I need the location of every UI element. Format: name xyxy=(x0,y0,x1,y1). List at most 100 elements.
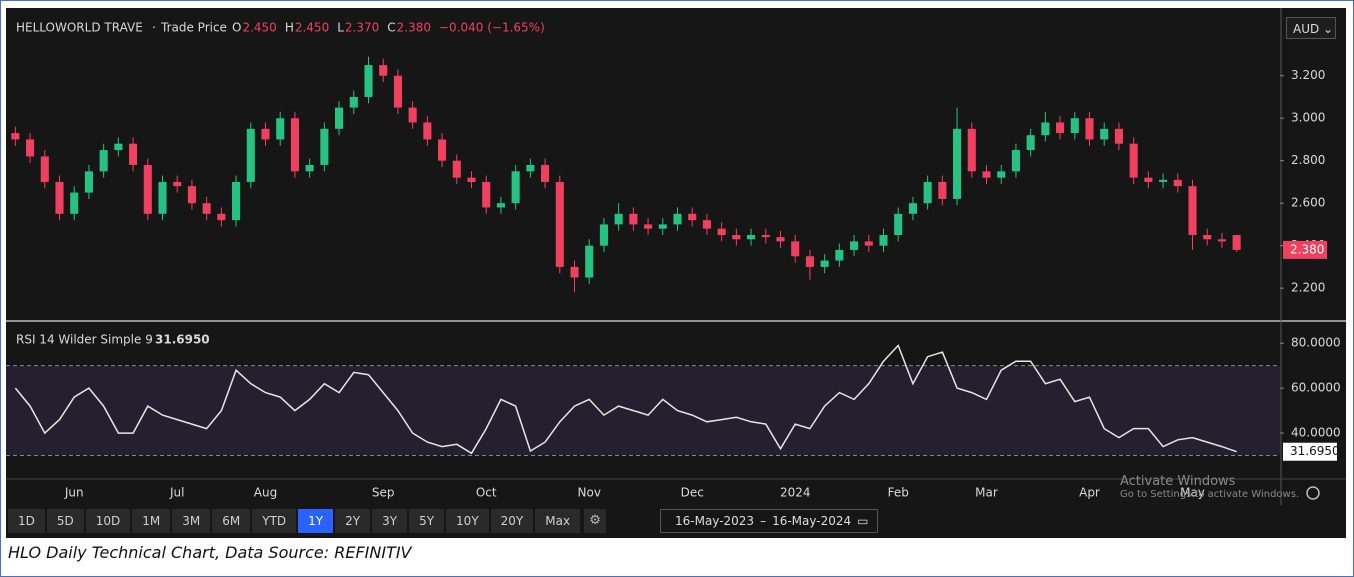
last-price-tag xyxy=(1283,240,1327,259)
period-button[interactable]: 1M xyxy=(132,509,171,533)
candle-body xyxy=(967,128,976,172)
candle-body xyxy=(820,260,829,267)
candle-body xyxy=(158,181,167,214)
candle-body xyxy=(187,186,196,204)
ohlc-value: 2.450 xyxy=(295,21,329,35)
period-button[interactable]: YTD xyxy=(252,509,297,533)
candle-body xyxy=(452,160,461,178)
rsi-tag-label: 31.6950 xyxy=(1290,444,1340,458)
candle-body xyxy=(114,143,123,151)
period-button[interactable]: 1D xyxy=(8,509,45,533)
period-button[interactable]: 1Y xyxy=(298,509,334,533)
x-tick-label: Oct xyxy=(476,486,497,500)
settings-button[interactable]: ⚙ xyxy=(584,509,607,533)
period-button[interactable]: 6M xyxy=(212,509,251,533)
candle-body xyxy=(938,181,947,199)
candle-body xyxy=(776,237,785,242)
candle-body xyxy=(364,65,373,97)
candle-body xyxy=(673,213,682,225)
candle-body xyxy=(908,203,917,214)
candle-body xyxy=(129,143,138,165)
period-button[interactable]: Max xyxy=(535,509,581,533)
candle-body xyxy=(1114,128,1123,144)
y-tick-label: 80.0000 xyxy=(1291,336,1341,350)
candle-body xyxy=(1173,179,1182,187)
candle-body xyxy=(467,177,476,182)
candle-body xyxy=(953,128,962,199)
x-tick-label: Feb xyxy=(888,486,909,500)
candle-body xyxy=(850,241,859,250)
x-tick-label: 2024 xyxy=(780,486,811,500)
ohlc-key: O xyxy=(232,21,241,35)
candle-body xyxy=(496,203,505,208)
period-button[interactable]: 2Y xyxy=(335,509,371,533)
candle-body xyxy=(482,181,491,208)
candle-body xyxy=(791,241,800,257)
candle-body xyxy=(232,181,241,221)
candle-body xyxy=(246,128,255,182)
candle-body xyxy=(26,139,35,157)
candle-body xyxy=(1100,128,1109,140)
period-button[interactable]: 10Y xyxy=(446,509,489,533)
candle-body xyxy=(143,164,152,214)
candle-body xyxy=(805,256,814,267)
candle-body xyxy=(202,203,211,214)
candle-body xyxy=(1026,135,1035,151)
candle-body xyxy=(70,192,79,214)
candle-body xyxy=(1085,118,1094,140)
period-button[interactable]: 5D xyxy=(46,509,84,533)
x-tick-label: Aug xyxy=(254,486,277,500)
period-button[interactable]: 3M xyxy=(172,509,211,533)
candle-body xyxy=(599,224,608,246)
ohlc-value: 2.380 xyxy=(397,21,431,35)
period-button[interactable]: 3Y xyxy=(372,509,408,533)
ohlc-key: H xyxy=(285,21,294,35)
candle-body xyxy=(761,235,770,238)
ohlc-key: C xyxy=(387,21,395,35)
candle-body xyxy=(84,171,93,193)
candle-body xyxy=(11,133,20,140)
candle-body xyxy=(276,118,285,140)
period-button[interactable]: 5Y xyxy=(409,509,445,533)
x-tick-label: Nov xyxy=(578,486,601,500)
candle-body xyxy=(923,181,932,204)
candle-body xyxy=(644,224,653,229)
x-tick-label: Jul xyxy=(169,486,184,500)
watermark: Activate Windows Go to Settings to activ… xyxy=(1120,474,1299,500)
candle-body xyxy=(290,118,299,172)
currency-select[interactable]: AUD ⌄ xyxy=(1286,17,1336,39)
candle-body xyxy=(541,164,550,182)
candle-body xyxy=(835,249,844,261)
period-button[interactable]: 10D xyxy=(85,509,131,533)
watermark-title: Activate Windows xyxy=(1120,474,1236,489)
rsi-value: 31.6950 xyxy=(155,333,210,347)
last-price-label: 2.380 xyxy=(1290,242,1324,256)
date-range[interactable]: 16-May-2023 – 16-May-2024 ▭ xyxy=(660,509,878,533)
candle-body xyxy=(40,156,49,182)
period-button[interactable]: 20Y xyxy=(490,509,534,533)
candle-body xyxy=(982,171,991,178)
candle-body xyxy=(629,213,638,225)
candle-body xyxy=(379,65,388,76)
y-tick-label: 3.200 xyxy=(1291,68,1325,82)
ohlc-value: 2.450 xyxy=(242,21,276,35)
candle-body xyxy=(305,164,314,172)
ohlc-key: L xyxy=(337,21,344,35)
date-from: 16-May-2023 xyxy=(675,514,755,528)
rsi-line xyxy=(14,344,1237,455)
x-tick-label: May xyxy=(1180,486,1205,500)
candle-body xyxy=(894,213,903,236)
candle-body xyxy=(393,75,402,108)
candle-body xyxy=(717,228,726,236)
candle-body xyxy=(864,241,873,246)
y-tick-label: 3.000 xyxy=(1291,111,1325,125)
candle-body xyxy=(438,139,447,161)
y-tick-label: 2.600 xyxy=(1291,196,1325,210)
candle-body xyxy=(1070,118,1079,134)
candle-body xyxy=(320,128,329,165)
candle-body xyxy=(879,235,888,246)
candle-body xyxy=(1011,150,1020,172)
candle-body xyxy=(349,96,358,108)
period-toolbar: 1D 5D 10D 1M 3M 6M YTD 1Y 2Y 3Y 5Y 10Y 20Y Max ⚙ xyxy=(8,509,607,533)
